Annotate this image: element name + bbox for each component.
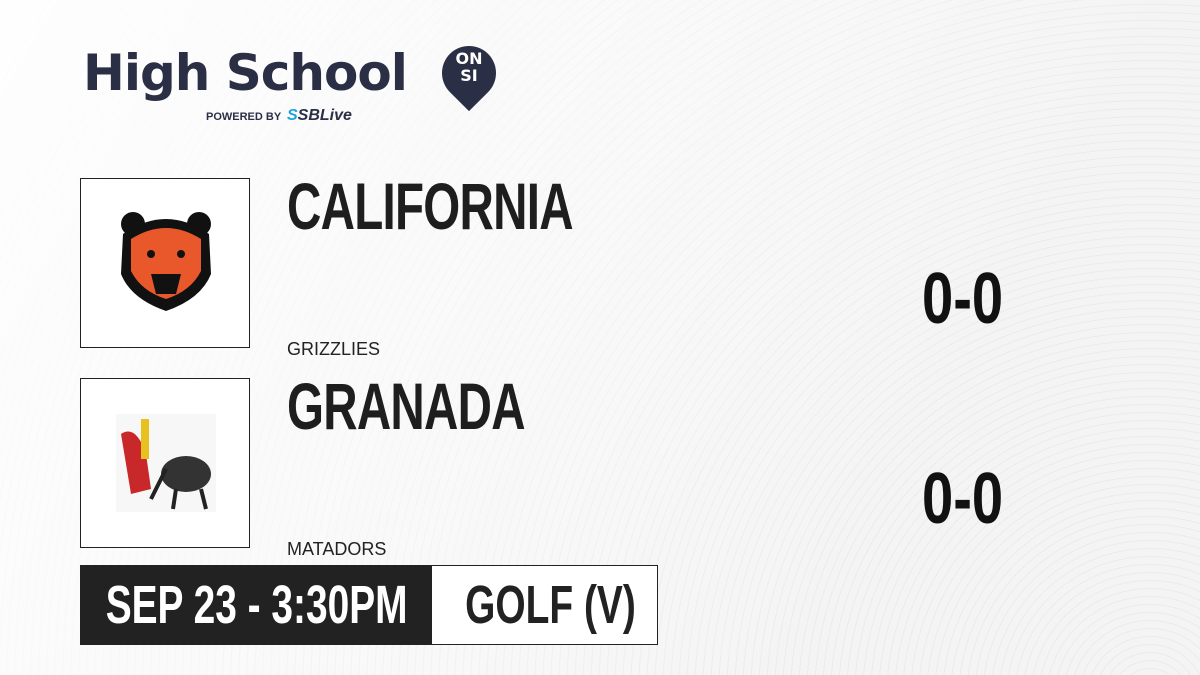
team-mascot: MATADORS bbox=[287, 539, 387, 559]
brand-title: High School bbox=[83, 44, 408, 102]
team-name: GRANADA bbox=[287, 369, 526, 443]
team-name: CALIFORNIA bbox=[287, 169, 574, 243]
team-mascot: GRIZZLIES bbox=[287, 339, 381, 359]
team-record: 0-0 bbox=[922, 459, 1004, 539]
matador-bull-logo bbox=[116, 414, 216, 512]
event-sport: GOLF (V) bbox=[465, 575, 636, 635]
on-si-badge: ON SI bbox=[455, 49, 483, 85]
sblive-logo: SSBLive bbox=[287, 107, 352, 124]
event-bar: SEP 23 - 3:30PM GOLF (V) bbox=[80, 565, 658, 645]
team-record: 0-0 bbox=[922, 259, 1004, 339]
event-datetime: SEP 23 - 3:30PM bbox=[81, 566, 432, 644]
team-logo-california bbox=[80, 178, 250, 348]
grizzly-bear-logo bbox=[121, 212, 211, 311]
powered-by-label: POWERED BY bbox=[206, 111, 282, 123]
team-logo-granada bbox=[80, 378, 250, 548]
